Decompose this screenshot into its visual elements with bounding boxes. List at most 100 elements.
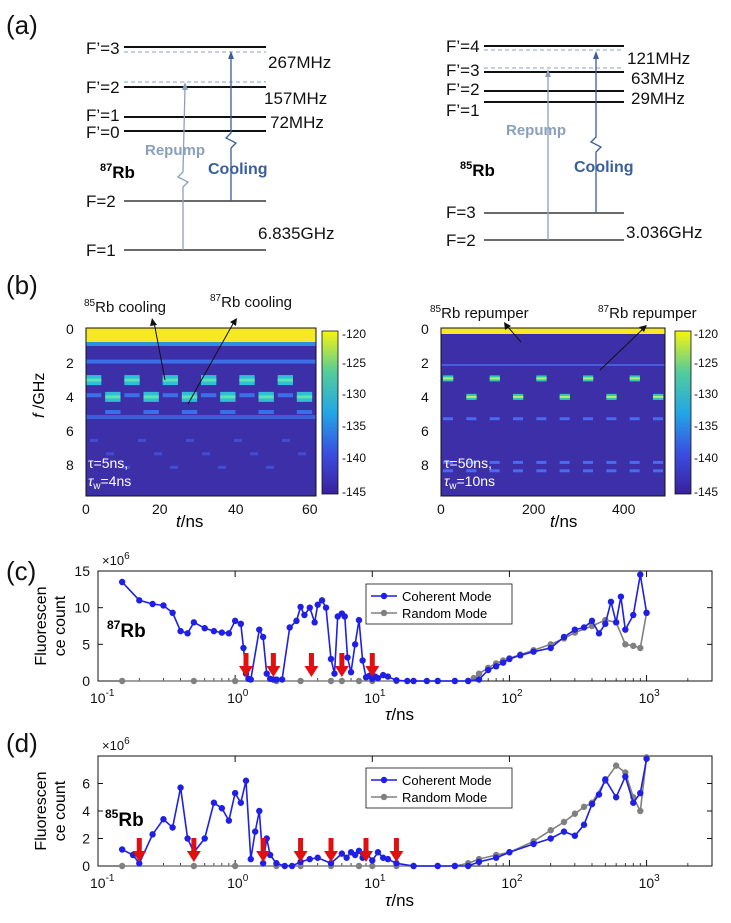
panel-letter: (c) <box>6 556 36 586</box>
spectrogram-right-dash-8ghz <box>443 460 453 464</box>
red-arrow-head <box>256 851 271 862</box>
spectrogram-right-pulse-core <box>629 377 640 380</box>
y-tick-label: 5 <box>82 636 90 652</box>
spectrogram-left-dc-edge <box>86 342 316 346</box>
spectrogram-left-noise-dash <box>106 452 114 456</box>
data-point <box>571 832 579 839</box>
spectrogram-right-dash-5ghz <box>466 417 477 421</box>
spectrogram-left-pulse-sideband <box>220 410 236 414</box>
spectrogram-right-dash-85ghz <box>466 469 477 473</box>
data-point <box>451 862 459 870</box>
rb85-splitting-29: 29MHz <box>631 89 685 108</box>
spectrogram-left-pulse-sideband <box>296 410 313 414</box>
anno-85rb-cooling: 85Rb cooling <box>84 298 166 316</box>
rb87-isotope-label: 87Rb <box>100 162 135 182</box>
spectrogram-left-pulse-core <box>143 395 159 399</box>
data-point <box>338 677 346 685</box>
data-point <box>588 800 596 808</box>
spectrogram-right-pulse-core <box>583 377 594 380</box>
data-point <box>341 613 348 620</box>
y-axis-label: Fluorescen ce count <box>33 771 69 850</box>
data-point <box>643 755 650 762</box>
rb87-label-f2: F’=2 <box>86 78 120 97</box>
data-point <box>359 657 366 664</box>
data-point <box>251 828 259 835</box>
spectrogram-left-pulse-sideband <box>124 393 140 398</box>
right-xtick-400: 400 <box>612 501 636 517</box>
spectrogram-left-noise-dash <box>122 465 130 469</box>
data-point <box>256 807 263 815</box>
spectrogram-left-pulse-sideband <box>143 410 159 414</box>
y-tick-label: 0 <box>82 858 90 874</box>
left-ytick-2: 2 <box>66 355 74 371</box>
y-exponent-label: ×106 <box>102 551 130 568</box>
rb87-cooling-arrowhead <box>228 51 234 59</box>
right-ytick-6: 6 <box>421 423 429 439</box>
spectrogram-left-noise-dash <box>282 438 290 442</box>
data-point <box>355 677 363 685</box>
spectrogram-left-noise-dash <box>298 452 306 456</box>
data-point <box>369 862 376 870</box>
spectrogram-left-noise <box>90 438 306 469</box>
data-point <box>306 604 313 611</box>
red-arrow-shaft <box>136 838 142 852</box>
panel-b-letter: (b) <box>6 270 38 300</box>
data-point <box>464 677 472 685</box>
spectrogram-right-dash-5ghz <box>443 417 453 421</box>
data-point <box>612 762 620 769</box>
data-point <box>374 849 382 856</box>
data-point <box>136 597 143 604</box>
data-point <box>281 862 288 870</box>
rb87-splitting-72: 72MHz <box>270 113 324 132</box>
spectrogram-left-annotations: 85Rb cooling 87Rb cooling τ=5ns, τw=4ns <box>84 293 292 492</box>
rb87-cooling-label: Cooling <box>208 161 268 178</box>
data-point <box>327 655 335 663</box>
legend-box <box>365 583 513 625</box>
spectrogram-left-noise-dash <box>186 438 194 442</box>
data-point <box>293 617 300 625</box>
spectrogram-right-dash-8ghz <box>606 460 617 464</box>
rb87-repump-arrowhead <box>182 82 188 90</box>
spectrogram-right-pulse-core <box>559 395 570 398</box>
red-arrow-shaft <box>243 653 249 667</box>
spectrogram-left-pulse-core <box>181 395 198 399</box>
isotope-label: 85Rb <box>105 807 144 831</box>
data-point <box>571 626 579 633</box>
data-point <box>169 824 176 831</box>
spectrogram-right-dash-8ghz <box>559 460 570 464</box>
spectrogram-left-pulse-core <box>220 395 236 399</box>
panel-c: (c) 0 5 10 15 10-1 100 101 102 103 ×106 Fluorescen c… <box>6 551 713 724</box>
spectrogram-right-dash-8ghz <box>629 460 640 464</box>
data-point <box>475 858 483 866</box>
spectrogram-right-dash-8ghz <box>653 460 663 464</box>
rb87-level-diagram: F’=3 F’=2 F’=1 F’=0 F=2 F=1 267MHz 157MH… <box>86 39 335 260</box>
anno-85rb-repumper-pointer <box>506 325 522 343</box>
left-ytick-8: 8 <box>66 457 74 473</box>
spectrogram-right <box>440 327 666 497</box>
data-point <box>237 620 245 627</box>
anno-87rb-repumper-pointer-head <box>639 325 647 332</box>
colorbar-left-tick-125: -125 <box>342 356 366 370</box>
data-point <box>547 835 554 842</box>
x-tick-label: 103 <box>639 873 661 891</box>
spectrogram-left-frame <box>85 327 317 497</box>
data-point <box>118 677 126 685</box>
colorbar-right-tick-125: -125 <box>694 356 718 370</box>
data-point <box>184 630 191 637</box>
spectrogram-right-dash-5ghz <box>629 417 640 421</box>
colorbar-left-gradient <box>321 330 339 495</box>
y-axis-label: Fluorescen ce count <box>33 586 69 665</box>
spectrogram-left-pulse-sideband <box>201 393 217 398</box>
rb85-isotope-label: 85Rb <box>460 160 495 180</box>
data-point <box>177 627 184 635</box>
anno-87rb-cooling: 87Rb cooling <box>210 293 292 311</box>
spectrogram-right-dash-8ghz <box>536 460 547 464</box>
data-point <box>297 603 304 611</box>
data-point <box>595 630 603 637</box>
spectrogram-right-pulse-core <box>466 395 477 398</box>
data-point <box>210 627 218 635</box>
data-point <box>517 652 524 659</box>
data-point <box>630 611 637 619</box>
left-xtick-40: 40 <box>228 501 244 517</box>
red-arrow-head <box>365 666 380 677</box>
